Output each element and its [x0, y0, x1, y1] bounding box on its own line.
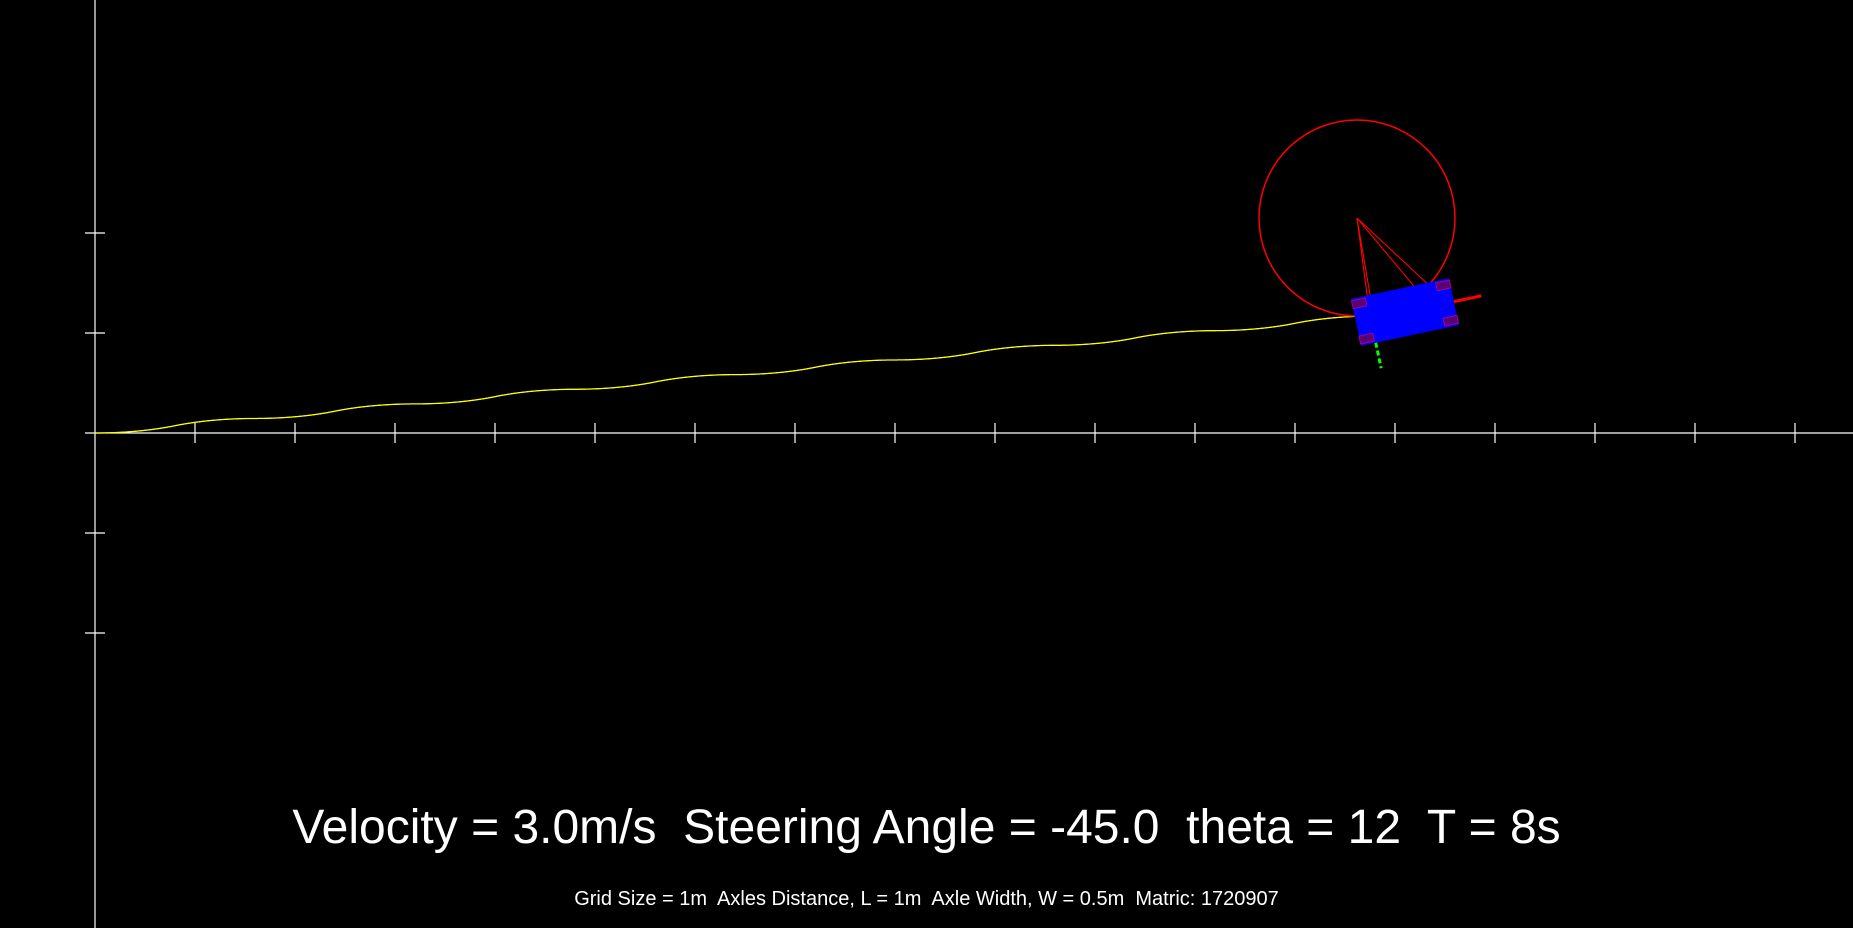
status-info-line: Grid Size = 1m Axles Distance, L = 1m Ax… — [574, 888, 1279, 910]
car-wheel — [1350, 297, 1368, 310]
tick-marks — [85, 232, 1796, 634]
car-heading-axis — [1453, 294, 1482, 304]
radius-line — [1356, 217, 1435, 291]
car-body-group — [1350, 278, 1482, 369]
car-wheel — [1435, 279, 1452, 292]
car-wheel — [1358, 332, 1375, 345]
car — [1350, 278, 1482, 369]
axes — [85, 0, 1853, 928]
status-main-line: Velocity = 3.0m/s Steering Angle = -45.0… — [292, 801, 1561, 854]
trajectory-path — [95, 315, 1375, 434]
car-body — [1351, 278, 1459, 346]
car-lateral-axis — [1374, 342, 1383, 369]
car-wheel — [1442, 314, 1460, 327]
